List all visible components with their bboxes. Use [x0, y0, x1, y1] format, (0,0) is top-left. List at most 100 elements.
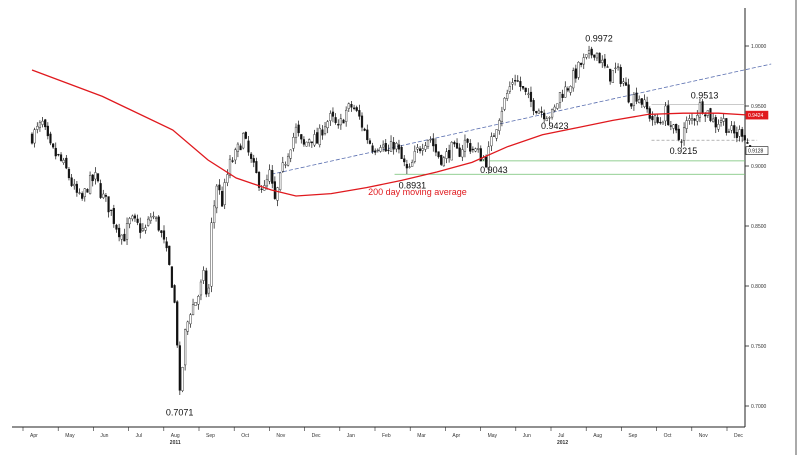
candle-body — [514, 80, 517, 82]
candle-body — [408, 166, 411, 168]
candle-body — [527, 93, 530, 95]
candle-body — [257, 172, 261, 188]
moving-average-line — [31, 69, 751, 197]
candle-body — [477, 148, 480, 150]
candle-body — [714, 117, 717, 128]
candle-body — [125, 223, 129, 240]
last-price-labels: 0.9424 0.9128 — [745, 110, 769, 155]
candle-body — [722, 118, 725, 122]
candle-body — [558, 92, 562, 103]
candle-body — [622, 81, 625, 84]
candle-body — [632, 94, 636, 106]
candle-body — [413, 151, 416, 162]
candle-body — [426, 139, 430, 147]
candle-body — [471, 148, 474, 151]
candle-body — [709, 108, 712, 121]
candle-body — [733, 125, 736, 134]
candle-body — [268, 169, 271, 182]
candle-body — [506, 93, 509, 99]
candle-body — [498, 120, 501, 131]
candle-body — [495, 129, 498, 139]
candle-body — [144, 227, 147, 231]
candle-body — [379, 147, 382, 152]
candle-body — [199, 281, 203, 296]
candle-body — [490, 136, 493, 147]
candle-body — [717, 124, 720, 130]
x-tick-label: Jul — [136, 433, 142, 439]
price-annotation: 0.9423 — [541, 121, 569, 131]
candle-body — [96, 173, 100, 182]
candle-body — [508, 86, 511, 92]
candle-body — [653, 115, 657, 123]
candle-body — [321, 129, 324, 136]
candle-body — [57, 154, 60, 156]
price-annotation: 0.9215 — [670, 146, 698, 156]
candle-body — [165, 241, 168, 249]
x-tick-label: May — [488, 433, 498, 439]
candle-body — [276, 187, 279, 201]
candle-body — [49, 133, 52, 144]
candle-body — [582, 57, 585, 65]
candle-body — [606, 66, 609, 68]
candle-body — [59, 154, 63, 161]
candle-body — [81, 193, 84, 199]
candle-body — [675, 124, 678, 131]
candle-body — [450, 142, 453, 161]
year-label: 2011 — [170, 440, 181, 446]
candle-body — [712, 118, 715, 122]
candle-body — [593, 54, 596, 58]
candle-body — [384, 142, 387, 152]
candle-body — [176, 301, 179, 346]
ma-label: 200 day moving average — [368, 187, 467, 197]
candle-body — [136, 218, 139, 223]
price-annotation: 0.9513 — [691, 90, 719, 100]
candle-body — [260, 188, 263, 190]
candle-body — [152, 215, 155, 218]
x-tick-label: Jul — [558, 433, 564, 439]
candle-body — [41, 120, 44, 125]
y-tick-label: 0.7000 — [751, 404, 767, 410]
candle-body — [33, 129, 36, 144]
candle-body — [516, 80, 519, 82]
candle-body — [220, 191, 224, 207]
candle-body — [128, 218, 131, 225]
candle-body — [659, 121, 662, 124]
candle-body — [318, 127, 321, 146]
candle-body — [437, 151, 440, 158]
candle-body — [519, 81, 522, 87]
candle-body — [236, 143, 240, 152]
candle-body — [112, 208, 115, 224]
candle-body — [86, 189, 89, 193]
candle-body — [730, 125, 733, 131]
candle-body — [698, 102, 702, 118]
candle-body — [36, 126, 39, 130]
candle-body — [424, 145, 427, 150]
last-price-box — [745, 146, 769, 155]
candle-body — [690, 118, 694, 121]
candle-body — [160, 230, 163, 233]
candle-body — [529, 91, 533, 102]
candle-body — [302, 139, 306, 145]
candle-body — [313, 134, 316, 146]
y-tick-label: 0.8500 — [751, 224, 767, 230]
candle-body — [337, 124, 340, 126]
price-candles — [30, 45, 752, 396]
candle-body — [688, 118, 691, 121]
candle-body — [738, 129, 741, 137]
candle-body — [310, 141, 313, 144]
candle-body — [585, 54, 588, 58]
candle-body — [265, 179, 269, 187]
candle-body — [543, 112, 546, 120]
candle-body — [564, 86, 567, 98]
candle-body — [432, 138, 435, 147]
candle-body — [358, 110, 361, 117]
candle-body — [746, 142, 749, 144]
candle-body — [611, 70, 614, 83]
candle-body — [587, 50, 591, 54]
candle-body — [205, 270, 208, 295]
candle-body — [648, 108, 651, 119]
candle-body — [284, 164, 287, 166]
candle-body — [300, 134, 303, 140]
candle-body — [316, 132, 319, 144]
